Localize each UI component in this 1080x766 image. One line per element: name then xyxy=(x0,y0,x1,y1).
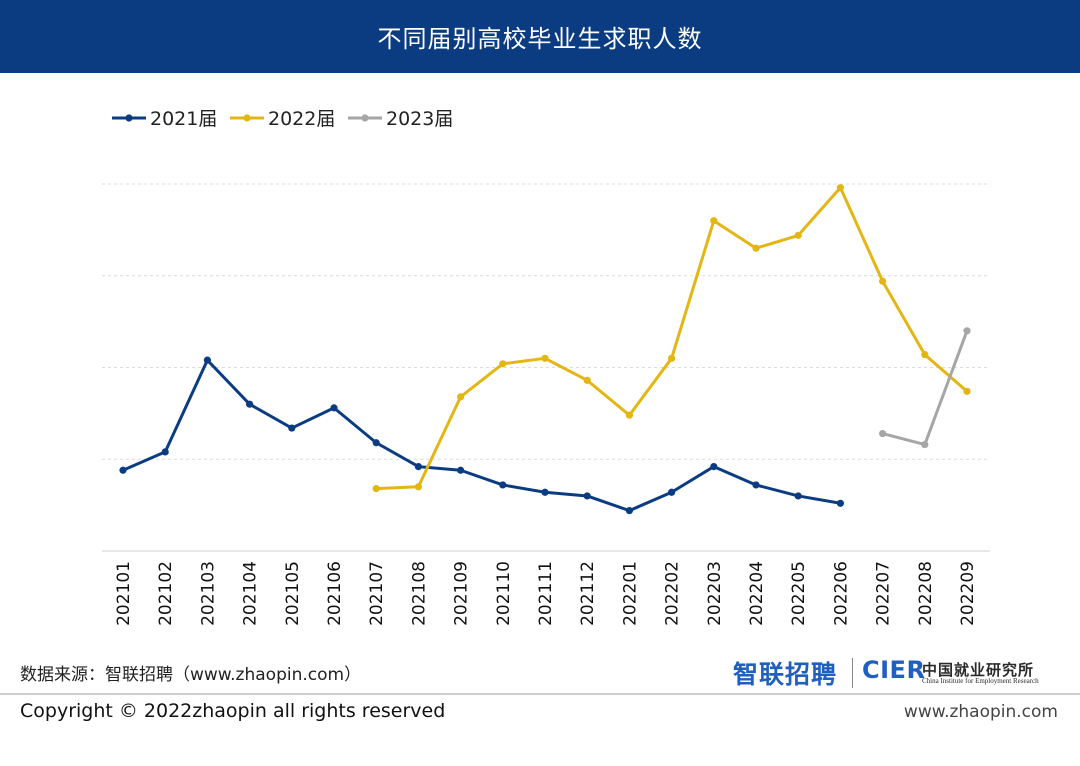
legend-label: 2022届 xyxy=(268,108,335,130)
series-line xyxy=(376,186,968,491)
x-tick-label: 202206 xyxy=(831,561,851,626)
data-point xyxy=(963,327,971,335)
x-tick-label: 202203 xyxy=(705,561,725,626)
x-tick-label: 202204 xyxy=(747,561,767,626)
data-point xyxy=(541,488,549,496)
data-point xyxy=(668,488,676,496)
x-tick-label: 202205 xyxy=(789,561,809,626)
data-point xyxy=(288,424,296,432)
series-line xyxy=(122,358,841,513)
data-point xyxy=(921,351,929,359)
data-point xyxy=(710,462,718,471)
data-point xyxy=(119,466,127,474)
data-point xyxy=(330,404,338,412)
cier-logo-english: China Institute for Employment Research xyxy=(922,677,1039,685)
data-point xyxy=(541,354,549,362)
series-line xyxy=(882,330,969,447)
data-point xyxy=(752,244,760,252)
data-point xyxy=(794,231,802,239)
legend-swatch-marker xyxy=(125,114,133,122)
data-point xyxy=(752,481,760,489)
data-point xyxy=(161,448,169,456)
data-point xyxy=(963,387,971,395)
x-axis-ticks: 202101 202102 202103 202104 202105 202106 2021… xyxy=(114,561,978,626)
data-point xyxy=(499,481,507,489)
x-tick-label: 202201 xyxy=(620,561,640,626)
x-tick-label: 202103 xyxy=(198,561,218,626)
data-point xyxy=(414,483,422,491)
data-point xyxy=(879,277,887,285)
data-point xyxy=(457,393,465,401)
legend-label: 2021届 xyxy=(150,108,217,130)
legend-swatch-marker xyxy=(243,114,251,122)
x-tick-label: 202104 xyxy=(241,561,261,626)
data-point xyxy=(668,354,676,362)
data-point xyxy=(499,360,507,368)
data-source: 数据来源：智联招聘（www.zhaopin.com） xyxy=(20,665,362,685)
data-point xyxy=(203,356,211,364)
x-tick-label: 202207 xyxy=(874,561,894,626)
data-point xyxy=(921,440,929,449)
x-tick-label: 202208 xyxy=(916,561,936,626)
copyright-text: Copyright © 2022zhaopin all rights reser… xyxy=(20,700,446,722)
data-point xyxy=(583,492,591,500)
x-tick-label: 202101 xyxy=(114,561,134,626)
legend-label: 2023届 xyxy=(386,108,453,130)
x-tick-label: 202102 xyxy=(156,561,176,626)
x-tick-label: 202109 xyxy=(452,561,472,626)
line-chart: 2021届 2022届 2023届 202101 202102 202103 202104… xyxy=(102,108,990,626)
legend-swatch-marker xyxy=(361,114,369,122)
data-point xyxy=(372,485,380,493)
x-tick-label: 202110 xyxy=(494,561,514,626)
legend: 2021届 2022届 2023届 xyxy=(112,108,453,130)
data-point xyxy=(625,507,634,515)
x-tick-label: 202107 xyxy=(367,561,387,626)
x-tick-label: 202112 xyxy=(578,561,598,626)
x-tick-label: 202105 xyxy=(283,561,303,626)
data-point xyxy=(836,184,845,192)
data-point xyxy=(457,466,465,474)
data-point xyxy=(710,217,718,225)
data-point xyxy=(794,492,802,500)
data-point xyxy=(583,376,591,384)
x-tick-label: 202108 xyxy=(409,561,429,626)
website-link: www.zhaopin.com xyxy=(903,702,1058,722)
series-layer xyxy=(119,184,971,515)
data-point xyxy=(372,439,380,447)
zhaopin-logo: 智联招聘 xyxy=(733,660,838,689)
data-point xyxy=(625,411,634,419)
cier-logo-chinese: 中国就业研究所 xyxy=(922,661,1035,679)
data-point xyxy=(879,429,887,438)
data-point xyxy=(414,462,422,471)
data-point xyxy=(836,499,845,507)
data-point xyxy=(246,400,254,408)
chart-title-banner: 不同届别高校毕业生求职人数 xyxy=(0,0,1080,73)
logo-divider xyxy=(852,658,853,688)
cier-logo: CIER xyxy=(862,656,926,684)
x-tick-label: 202209 xyxy=(958,561,978,626)
chart-title: 不同届别高校毕业生求职人数 xyxy=(377,25,703,53)
x-tick-label: 202202 xyxy=(663,561,683,626)
footer-divider xyxy=(0,693,1080,695)
x-tick-label: 202106 xyxy=(325,561,345,626)
grid-lines xyxy=(102,183,990,552)
x-tick-label: 202111 xyxy=(536,561,556,626)
